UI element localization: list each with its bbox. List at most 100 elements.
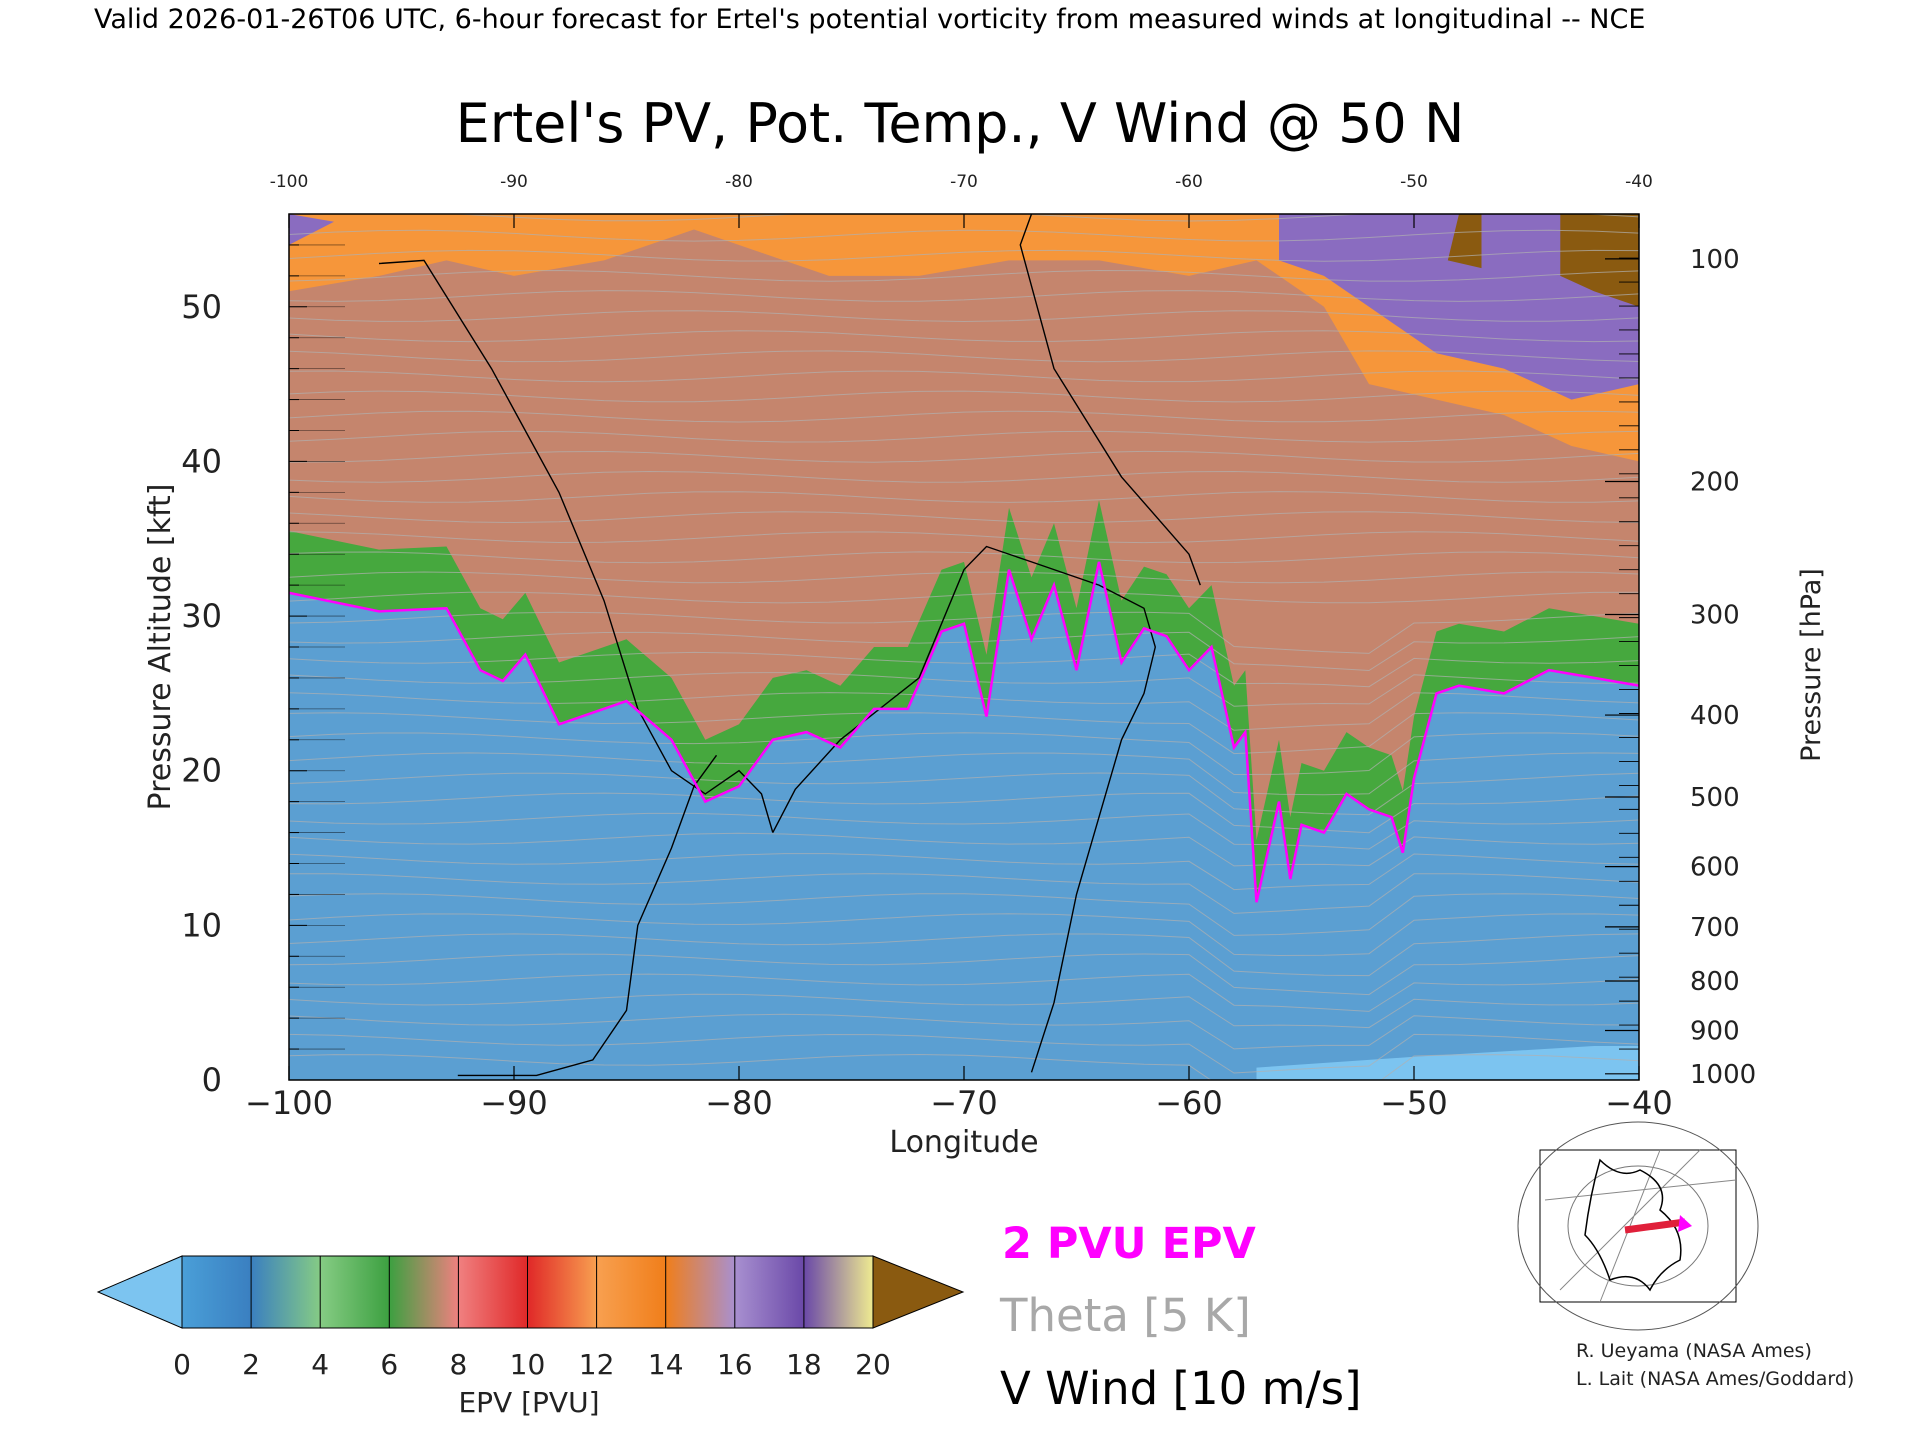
colorbar-bin bbox=[251, 1256, 321, 1328]
theta-isentrope bbox=[289, 913, 1639, 957]
x-top-tick-label: -40 bbox=[1625, 172, 1653, 192]
theta-isentrope bbox=[289, 591, 1639, 604]
x-tick-label: −60 bbox=[1155, 1084, 1223, 1122]
wind-contour-line bbox=[457, 754, 718, 1077]
x-top-tick-label: -80 bbox=[725, 172, 753, 192]
pressure-tick-label: 1000 bbox=[1690, 1060, 1756, 1090]
colorbar-tick-label: 4 bbox=[311, 1348, 329, 1381]
colorbar-tick-label: 6 bbox=[380, 1348, 398, 1381]
theta-isentrope bbox=[289, 893, 1639, 936]
tropopause-2pvu-line bbox=[289, 561, 1639, 903]
y-axis-label: Pressure Altitude [kft] bbox=[143, 484, 178, 811]
colorbar-tick-label: 12 bbox=[579, 1348, 615, 1381]
theta-isentrope bbox=[289, 792, 1639, 834]
theta-isentrope bbox=[289, 330, 1639, 343]
theta-isentrope bbox=[289, 953, 1639, 996]
colorbar-tick-label: 18 bbox=[786, 1348, 822, 1381]
x-tick-label: −70 bbox=[930, 1084, 998, 1122]
theta-isentrope bbox=[289, 832, 1639, 867]
pv-region-brown bbox=[1447, 214, 1639, 307]
pv-region-surface-light bbox=[1256, 1046, 1639, 1080]
colorbar-tick-label: 20 bbox=[855, 1348, 891, 1381]
x-tick-label: −100 bbox=[245, 1084, 333, 1122]
colorbar-over-arrow bbox=[872, 1255, 965, 1329]
theta-isentrope bbox=[289, 973, 1639, 1012]
x-axis-label: Longitude bbox=[889, 1125, 1038, 1160]
colorbar-bin bbox=[527, 1256, 598, 1328]
theta-isentrope bbox=[289, 853, 1639, 891]
theta-isentrope bbox=[289, 310, 1639, 323]
y-tick-label: 40 bbox=[181, 442, 222, 480]
colorbar-tick-label: 10 bbox=[510, 1348, 546, 1381]
theta-isentrope bbox=[289, 531, 1639, 544]
axis-ticks: −100 -100 −90 -90 −80 -80 −70 -70 −60 -60 −50 -50 −4… bbox=[181, 172, 1756, 1122]
theta-isentrope bbox=[289, 631, 1639, 672]
colorbar-bin bbox=[320, 1256, 390, 1328]
theta-isentrope bbox=[289, 732, 1639, 776]
pv-region-orange bbox=[289, 214, 1639, 462]
theta-isentrope bbox=[289, 430, 1639, 443]
colorbar-frame bbox=[181, 1255, 874, 1329]
theta-isentrope bbox=[289, 491, 1639, 503]
pressure-tick-label: 600 bbox=[1690, 853, 1740, 883]
theta-isentrope bbox=[289, 1053, 1639, 1080]
colorbar-tick-label: 8 bbox=[449, 1348, 467, 1381]
colorbar-under-arrow bbox=[96, 1255, 183, 1329]
x-top-tick-label: -60 bbox=[1175, 172, 1203, 192]
pressure-tick-label: 300 bbox=[1690, 601, 1740, 631]
x-tick-label: −40 bbox=[1605, 1084, 1673, 1122]
colorbar-bin bbox=[734, 1256, 805, 1328]
pressure-tick-label: 400 bbox=[1690, 701, 1740, 731]
theta-isentrope bbox=[289, 470, 1639, 483]
theta-isentrope bbox=[289, 229, 1639, 242]
theta-isentrope bbox=[289, 873, 1639, 914]
y-tick-label: 10 bbox=[181, 906, 222, 944]
theta-isentrope bbox=[289, 350, 1639, 363]
pressure-tick-label: 900 bbox=[1690, 1017, 1740, 1047]
colorbar-bin bbox=[458, 1256, 528, 1328]
legend-epv: 2 PVU EPV bbox=[1002, 1219, 1256, 1269]
pressure-tick-label: 700 bbox=[1690, 913, 1740, 943]
legend-wind: V Wind [10 m/s] bbox=[1000, 1362, 1362, 1415]
y-tick-label: 50 bbox=[181, 288, 222, 326]
wind-contour-line bbox=[378, 259, 774, 833]
y-tick-label: 20 bbox=[181, 752, 222, 790]
y2-axis-label: Pressure [hPa] bbox=[1796, 568, 1827, 762]
pressure-tick-label: 500 bbox=[1690, 783, 1740, 813]
theta-isentrope bbox=[289, 752, 1639, 796]
theta-isentrope bbox=[289, 672, 1639, 707]
locator-map bbox=[1517, 1121, 1759, 1331]
x-top-tick-label: -50 bbox=[1400, 172, 1428, 192]
colorbar-bin bbox=[389, 1256, 459, 1328]
colorbar-tick-label: 14 bbox=[648, 1348, 684, 1381]
valid-time-line: Valid 2026-01-26T06 UTC, 6-hour forecast… bbox=[94, 4, 1645, 35]
x-top-tick-label: -70 bbox=[950, 172, 978, 192]
theta-isentrope bbox=[289, 692, 1639, 731]
theta-isentrope bbox=[289, 571, 1639, 584]
theta-isentrope bbox=[289, 1013, 1639, 1050]
theta-isentrope bbox=[289, 511, 1639, 524]
credit-2: L. Lait (NASA Ames/Goddard) bbox=[1576, 1368, 1854, 1390]
theta-isentrope bbox=[289, 651, 1639, 688]
theta-isentrope bbox=[289, 290, 1639, 302]
x-tick-label: −80 bbox=[705, 1084, 773, 1122]
x-tick-label: −90 bbox=[480, 1084, 548, 1122]
x-top-tick-label: -90 bbox=[500, 172, 528, 192]
pressure-tick-label: 200 bbox=[1690, 468, 1740, 498]
y-tick-label: 30 bbox=[181, 597, 222, 635]
theta-isentrope bbox=[289, 390, 1639, 403]
plot-area: −100 -100 −90 -90 −80 -80 −70 -70 −60 -60 −50 -50 −4… bbox=[181, 172, 1756, 1122]
theta-isentrope bbox=[289, 370, 1639, 383]
colorbar-bin bbox=[596, 1256, 667, 1328]
pressure-tick-label: 100 bbox=[1690, 245, 1740, 275]
colorbar-tick-label: 0 bbox=[173, 1348, 191, 1381]
legend-theta: Theta [5 K] bbox=[999, 1289, 1251, 1342]
y-tick-label: 0 bbox=[202, 1061, 222, 1099]
theta-isentrope bbox=[289, 712, 1639, 755]
theta-isentrope bbox=[289, 812, 1639, 850]
x-top-tick-label: -100 bbox=[270, 172, 309, 192]
colorbar-bin bbox=[665, 1256, 736, 1328]
theta-isentrope bbox=[289, 249, 1639, 262]
chart-title: Ertel's PV, Pot. Temp., V Wind @ 50 N bbox=[456, 92, 1465, 155]
